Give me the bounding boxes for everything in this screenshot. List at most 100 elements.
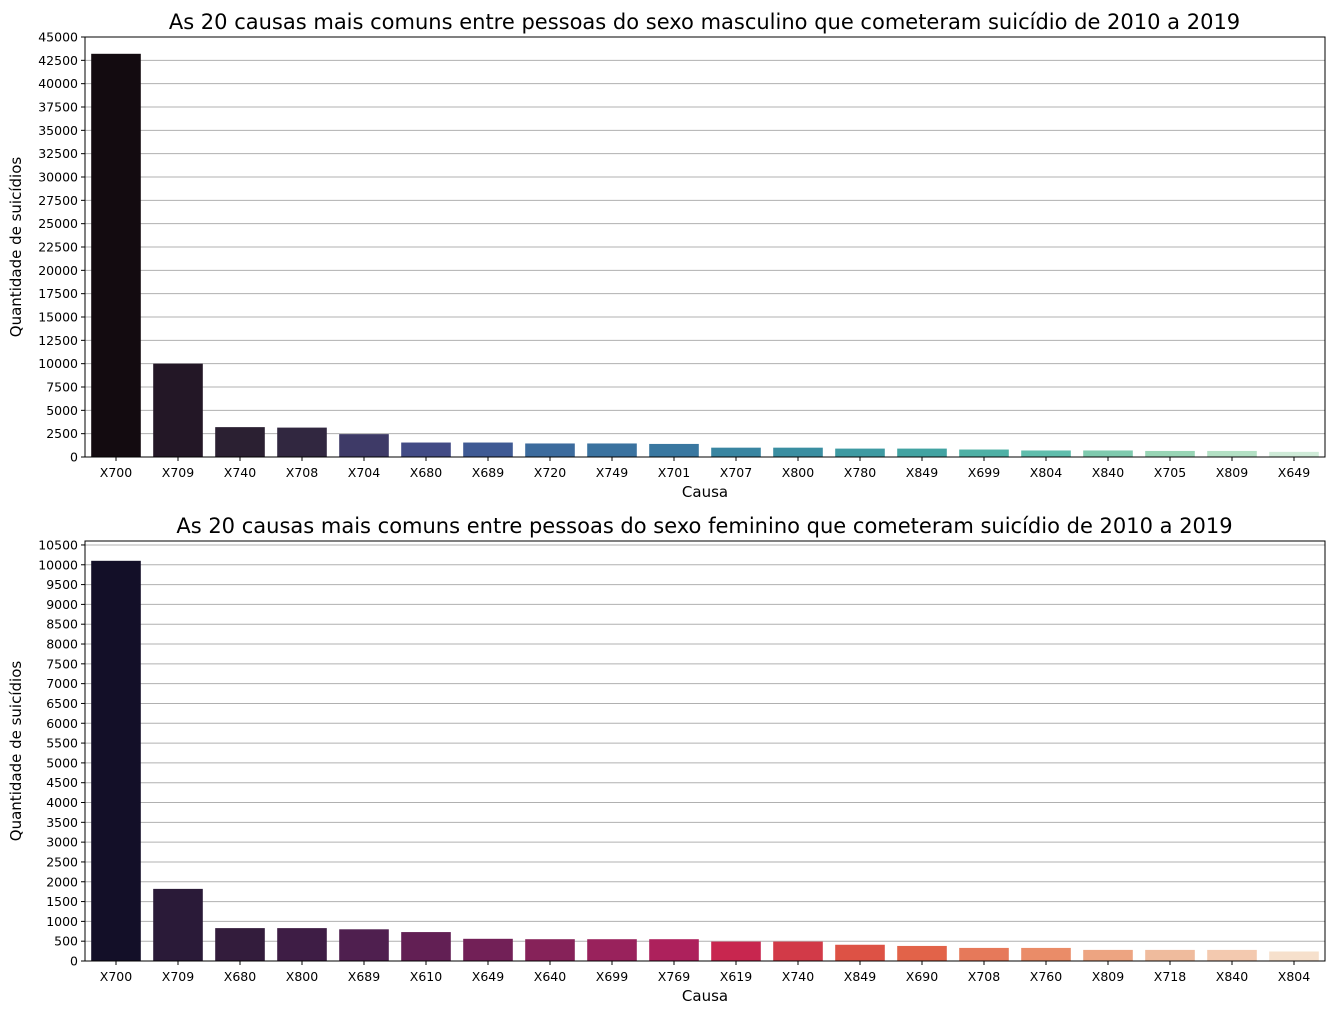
x-tick-label: X705 <box>1154 465 1186 480</box>
y-tick-label: 45000 <box>38 30 78 45</box>
x-tick-label: X689 <box>348 969 380 984</box>
bar-x649 <box>1269 451 1319 457</box>
bar-x740 <box>215 427 265 457</box>
x-tick-label: X740 <box>782 969 814 984</box>
x-tick-label: X718 <box>1154 969 1186 984</box>
y-tick-label: 9500 <box>46 577 78 592</box>
x-tick-label: X689 <box>472 465 504 480</box>
bar-x709 <box>153 363 203 457</box>
bar-x809 <box>1207 450 1257 457</box>
y-tick-label: 3000 <box>46 835 78 850</box>
bar-x680 <box>215 928 265 961</box>
y-tick-label: 8500 <box>46 617 78 632</box>
y-tick-label: 35000 <box>38 123 78 138</box>
y-tick-label: 6500 <box>46 696 78 711</box>
y-tick-label: 12500 <box>38 333 78 348</box>
y-tick-label: 2000 <box>46 874 78 889</box>
bars <box>91 53 1319 458</box>
chart-title: As 20 causas mais comuns entre pessoas d… <box>169 10 1240 34</box>
y-tick-label: 2500 <box>46 426 78 441</box>
x-tick-label: X809 <box>1216 465 1248 480</box>
y-tick-label: 1000 <box>46 914 78 929</box>
bar-x804 <box>1021 450 1071 457</box>
bar-x809 <box>1083 949 1133 961</box>
x-axis-label: Causa <box>682 987 728 1005</box>
bar-x649 <box>463 938 513 961</box>
y-tick-label: 1500 <box>46 894 78 909</box>
bars <box>91 560 1319 961</box>
bar-x800 <box>277 928 327 961</box>
bar-x707 <box>711 447 761 457</box>
bar-x689 <box>463 442 513 457</box>
y-tick-label: 0 <box>70 954 78 969</box>
y-tick-label: 25000 <box>38 216 78 231</box>
y-axis-ticks: 0 2500 5000 7500 10000 12500 15000 17500 20000 22… <box>38 30 85 465</box>
bar-x740 <box>773 941 823 961</box>
x-axis-ticks: X700 X709 X740 X708 X704 X680 X689 X720 X749 X701… <box>100 457 1310 480</box>
y-tick-label: 4000 <box>46 795 78 810</box>
bar-x849 <box>835 944 885 961</box>
x-tick-label: X800 <box>286 969 318 984</box>
x-tick-label: X849 <box>906 465 938 480</box>
x-tick-label: X690 <box>906 969 938 984</box>
y-axis-label: Quantidade de suicídios <box>7 661 25 842</box>
y-tick-label: 6000 <box>46 716 78 731</box>
bar-x699 <box>587 939 637 961</box>
chart-title: As 20 causas mais comuns entre pessoas d… <box>176 514 1232 538</box>
y-tick-label: 10000 <box>38 356 78 371</box>
bar-x708 <box>277 427 327 457</box>
bar-x704 <box>339 434 389 457</box>
bar-x705 <box>1145 450 1195 457</box>
grid-lines <box>85 544 1325 962</box>
y-tick-label: 4500 <box>46 775 78 790</box>
y-tick-label: 5000 <box>46 755 78 770</box>
bar-x700 <box>91 560 141 961</box>
bar-x680 <box>401 442 451 457</box>
y-tick-label: 5000 <box>46 403 78 418</box>
bar-x619 <box>711 941 761 961</box>
x-tick-label: X749 <box>596 465 628 480</box>
x-tick-label: X649 <box>472 969 504 984</box>
bar-x610 <box>401 932 451 961</box>
y-tick-label: 2500 <box>46 854 78 869</box>
y-tick-label: 7000 <box>46 676 78 691</box>
y-tick-label: 27500 <box>38 193 78 208</box>
bar-x720 <box>525 443 575 457</box>
bar-x699 <box>959 449 1009 457</box>
x-tick-label: X840 <box>1216 969 1248 984</box>
x-tick-label: X704 <box>348 465 380 480</box>
y-tick-label: 22500 <box>38 240 78 255</box>
x-tick-label: X720 <box>534 465 566 480</box>
y-tick-label: 500 <box>54 934 78 949</box>
y-tick-label: 7500 <box>46 656 78 671</box>
y-axis-ticks: 0 500 1000 1500 2000 2500 3000 3500 4000 4500 5000… <box>38 537 85 969</box>
x-tick-label: X769 <box>658 969 690 984</box>
y-tick-label: 40000 <box>38 76 78 91</box>
y-tick-label: 10000 <box>38 557 78 572</box>
y-tick-label: 15000 <box>38 310 78 325</box>
y-tick-label: 5500 <box>46 736 78 751</box>
x-tick-label: X840 <box>1092 465 1124 480</box>
y-tick-label: 3500 <box>46 815 78 830</box>
bar-x840 <box>1207 949 1257 961</box>
y-tick-label: 17500 <box>38 286 78 301</box>
x-tick-label: X708 <box>286 465 318 480</box>
x-tick-label: X610 <box>410 969 442 984</box>
bar-x800 <box>773 447 823 457</box>
x-tick-label: X640 <box>534 969 566 984</box>
x-tick-label: X680 <box>224 969 256 984</box>
y-tick-label: 20000 <box>38 263 78 278</box>
male-causes-chart: As 20 causas mais comuns entre pessoas d… <box>7 10 1326 501</box>
y-tick-label: 8000 <box>46 637 78 652</box>
x-tick-label: X709 <box>162 465 194 480</box>
bar-x769 <box>649 939 699 961</box>
bar-x760 <box>1021 947 1071 961</box>
x-tick-label: X649 <box>1278 465 1310 480</box>
bar-x689 <box>339 929 389 961</box>
x-tick-label: X699 <box>968 465 1000 480</box>
x-tick-label: X740 <box>224 465 256 480</box>
bar-x849 <box>897 448 947 457</box>
bar-x700 <box>91 53 141 458</box>
x-tick-label: X709 <box>162 969 194 984</box>
